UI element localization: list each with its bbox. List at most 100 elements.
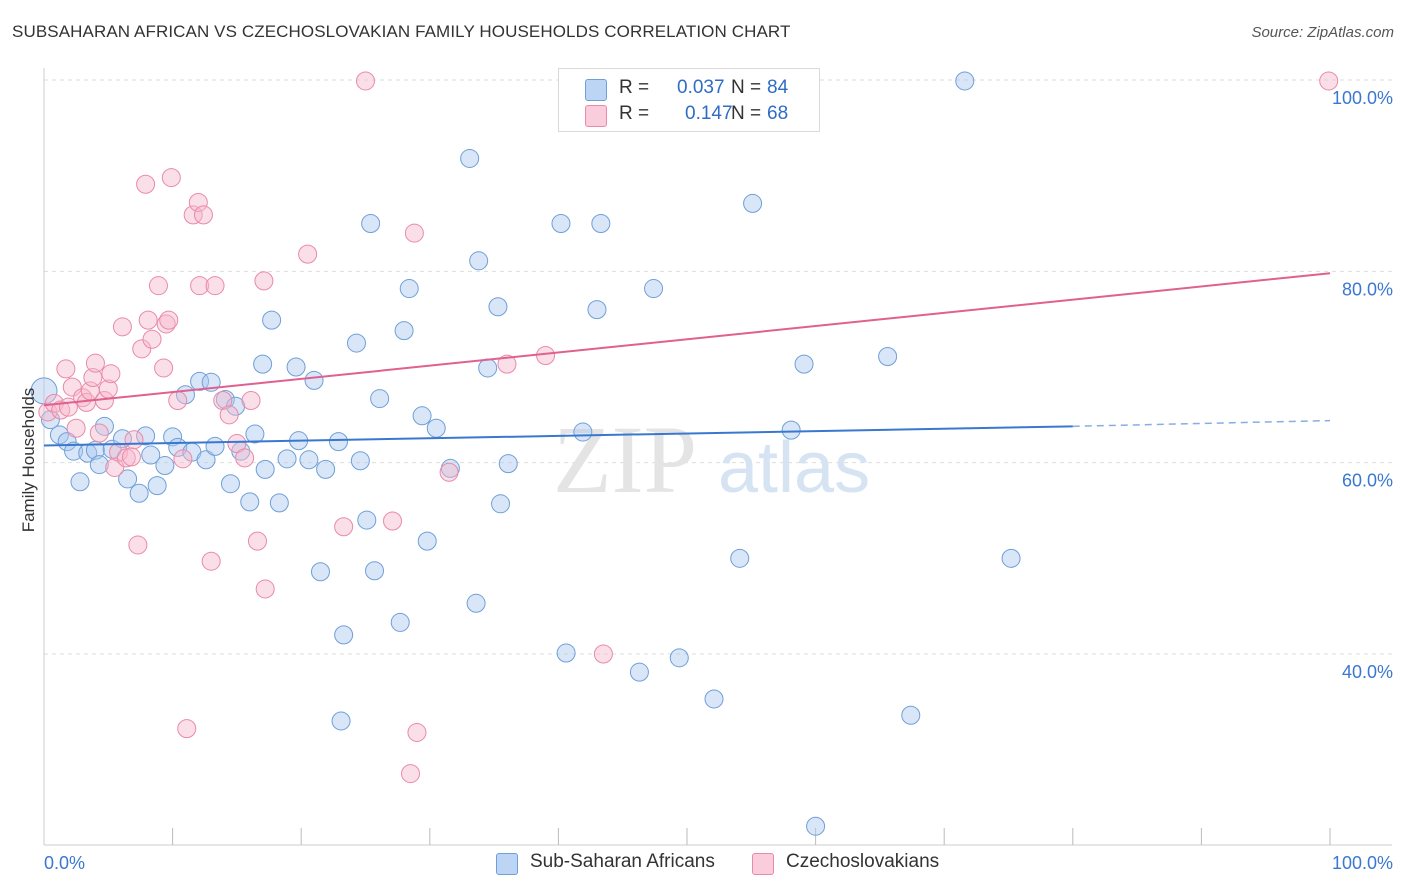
point-subsaharan (469, 251, 489, 271)
watermark-atlas: atlas (718, 428, 870, 508)
legend-n-value: 68 (767, 103, 789, 124)
point-subsaharan (478, 358, 498, 378)
trend-line-czechoslovakian (43, 272, 1331, 407)
point-czechoslovakian (407, 722, 427, 742)
point-subsaharan (141, 445, 161, 465)
point-czechoslovakian (183, 205, 203, 225)
point-subsaharan (331, 711, 351, 731)
point-czechoslovakian (112, 317, 132, 337)
point-subsaharan (669, 648, 689, 668)
point-czechoslovakian (62, 377, 82, 397)
point-subsaharan (365, 561, 385, 581)
y-tick-label: 80.0% (1342, 279, 1393, 299)
legend-swatch-pink (585, 105, 607, 127)
point-subsaharan (64, 441, 84, 461)
point-subsaharan (40, 410, 60, 430)
point-subsaharan (163, 427, 183, 447)
point-subsaharan (220, 474, 240, 494)
point-subsaharan (498, 454, 518, 474)
point-czechoslovakian (241, 390, 261, 410)
point-subsaharan (299, 450, 319, 470)
point-subsaharan (466, 593, 486, 613)
point-czechoslovakian (235, 448, 255, 468)
trend-line-subsaharan (43, 425, 1073, 447)
point-czechoslovakian (124, 430, 144, 450)
point-czechoslovakian (56, 359, 76, 379)
point-czechoslovakian (205, 276, 225, 296)
point-subsaharan (118, 469, 138, 489)
point-subsaharan (70, 472, 90, 492)
point-czechoslovakian (254, 271, 274, 291)
point-subsaharan (794, 354, 814, 374)
point-czechoslovakian (116, 448, 136, 468)
point-czechoslovakian (201, 551, 221, 571)
grid-lines (44, 79, 1392, 655)
point-czechoslovakian (219, 405, 239, 425)
bottom-legend-swatch-blue (496, 853, 518, 875)
point-subsaharan (245, 424, 265, 444)
bottom-legend-label: Sub-Saharan Africans (530, 851, 715, 872)
point-czechoslovakian (89, 423, 109, 443)
point-czechoslovakian (154, 358, 174, 378)
point-czechoslovakian (132, 339, 152, 359)
point-subsaharan (556, 643, 576, 663)
point-czechoslovakian (247, 531, 267, 551)
point-subsaharan (328, 432, 348, 452)
bottom-legend-swatch-pink (752, 853, 774, 875)
point-subsaharan (136, 426, 156, 446)
point-subsaharan (644, 279, 664, 299)
point-subsaharan (591, 214, 611, 233)
point-czechoslovakian (128, 535, 148, 555)
point-czechoslovakian (1319, 71, 1339, 91)
point-subsaharan (262, 310, 282, 330)
point-subsaharan (878, 346, 898, 366)
legend-r-value: 0.037 (677, 77, 725, 98)
y-axis-label: Family Households (19, 388, 38, 533)
point-czechoslovakian (168, 390, 188, 410)
point-subsaharan (390, 612, 410, 632)
point-subsaharan (286, 357, 306, 377)
axes (43, 68, 1392, 846)
x-tick-label: 100.0% (1332, 853, 1393, 873)
legend-n-value: 84 (767, 77, 789, 98)
point-czechoslovakian (188, 192, 208, 212)
y-tick-label: 100.0% (1332, 88, 1393, 108)
correlation-legend: R = 0.037 N = 84 R = 0.147 N = 68 (558, 68, 820, 132)
chart-title: SUBSAHARAN AFRICAN VS CZECHOSLOVAKIAN FA… (12, 22, 791, 41)
point-subsaharan (370, 389, 390, 409)
point-subsaharan (277, 449, 297, 469)
point-czechoslovakian (66, 418, 86, 438)
point-subsaharan (255, 459, 275, 479)
point-subsaharan (426, 418, 446, 438)
point-czechoslovakian (138, 310, 158, 330)
point-subsaharan (89, 455, 109, 475)
y-tick-label: 60.0% (1342, 471, 1393, 491)
point-subsaharan (240, 492, 260, 512)
point-czechoslovakian (593, 644, 613, 664)
point-czechoslovakian (148, 276, 168, 296)
point-czechoslovakian (51, 400, 71, 420)
point-czechoslovakian (404, 223, 424, 243)
point-subsaharan (49, 425, 69, 445)
bottom-legend-label: Czechoslovakians (786, 851, 940, 872)
point-czechoslovakian (190, 276, 210, 296)
legend-n-label: N = (731, 77, 762, 98)
point-czechoslovakian (356, 71, 375, 91)
point-subsaharan (94, 416, 114, 436)
point-subsaharan (196, 450, 216, 470)
point-subsaharan (781, 420, 801, 440)
point-czechoslovakian (83, 368, 103, 388)
point-subsaharan (394, 321, 414, 341)
tick-labels: 40.0% 60.0% 80.0% 100.0% 0.0% 100.0% (44, 88, 1393, 873)
point-subsaharan (316, 459, 336, 479)
point-subsaharan (1001, 548, 1021, 568)
point-czechoslovakian (121, 447, 141, 467)
legend-n-label: N = (731, 103, 762, 124)
point-subsaharan (253, 354, 273, 374)
point-subsaharan (269, 493, 289, 513)
point-subsaharan (743, 193, 763, 213)
point-czechoslovakian (401, 764, 421, 784)
point-subsaharan (350, 451, 370, 471)
point-subsaharan (129, 483, 149, 503)
